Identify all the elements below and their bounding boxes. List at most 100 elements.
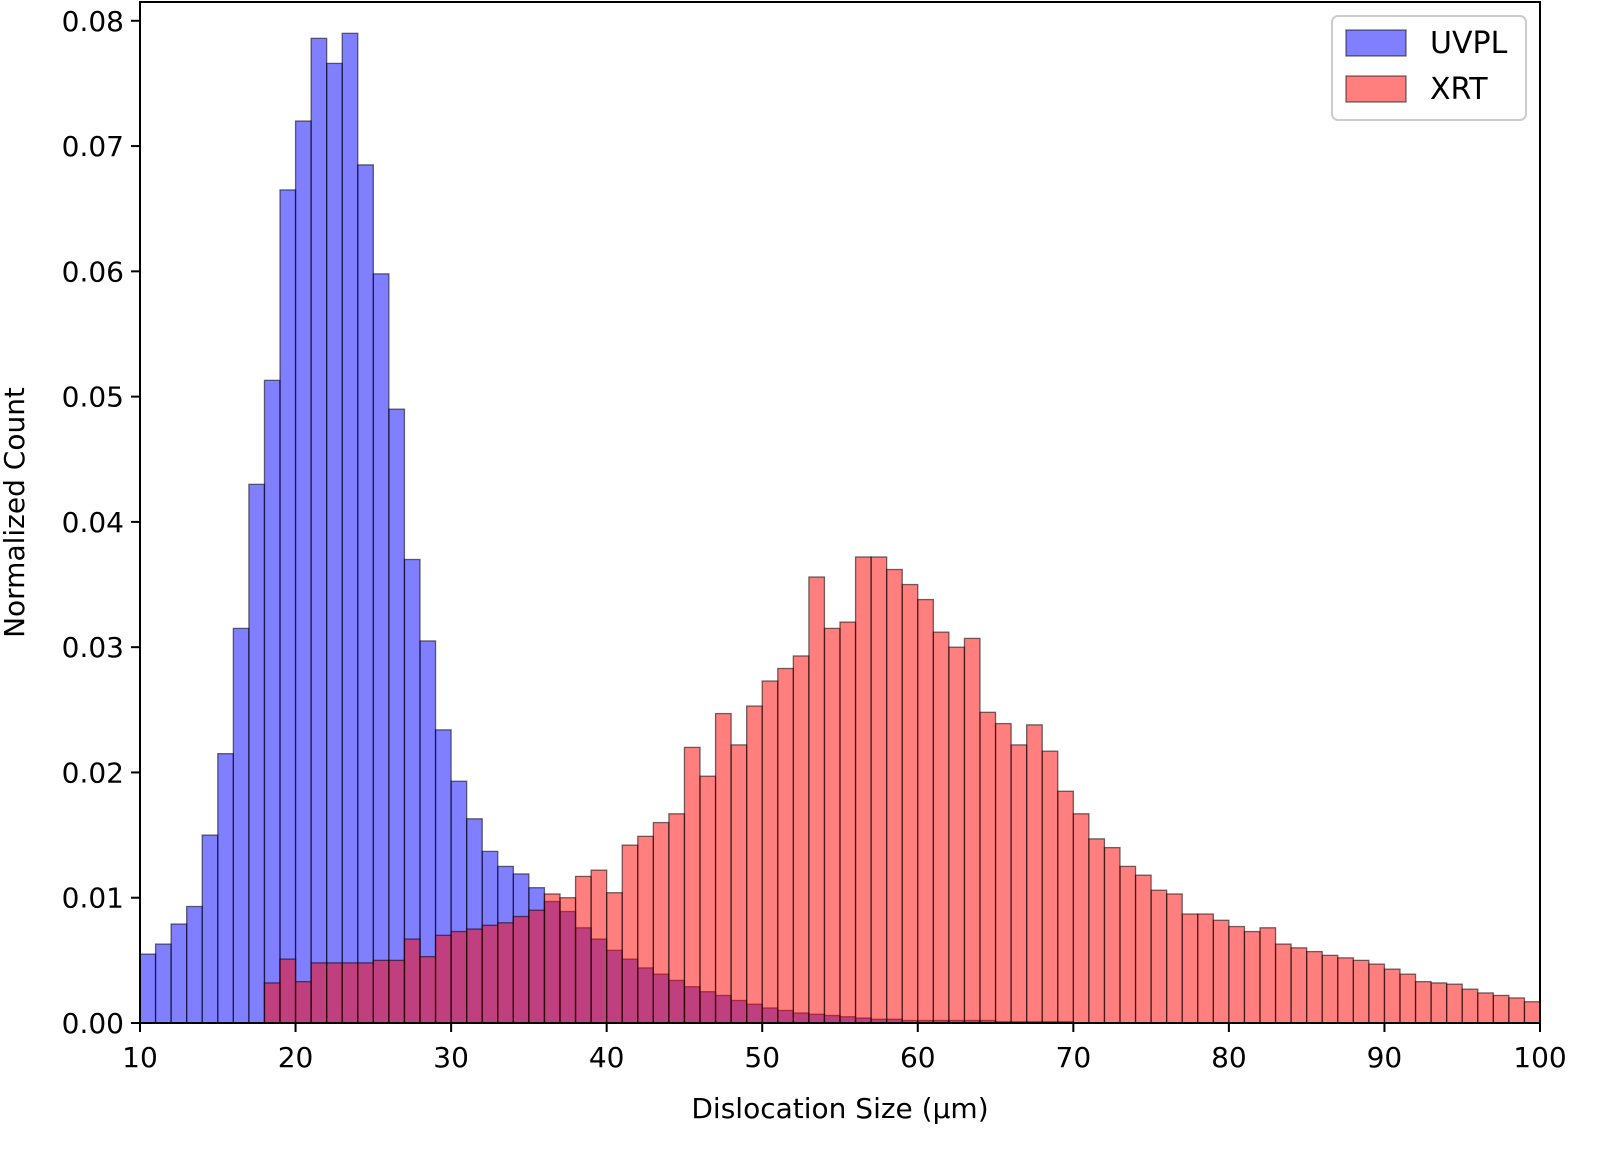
bar-xrt <box>637 835 654 1024</box>
bar-xrt <box>1306 950 1323 1024</box>
bar-xrt <box>1010 744 1028 1024</box>
x-tick-label: 70 <box>1056 1041 1092 1074</box>
bar-xrt <box>559 897 577 1024</box>
x-tick-label: 80 <box>1211 1041 1247 1074</box>
bar-xrt <box>1228 925 1246 1024</box>
bar-uvpl <box>388 408 406 1024</box>
y-tick-label: 0.04 <box>62 506 124 539</box>
x-tick-label: 60 <box>900 1041 936 1074</box>
bar-xrt <box>870 556 888 1024</box>
plot-frame <box>139 1 1541 1024</box>
bar-xrt <box>1352 959 1370 1024</box>
x-axis-title: Dislocation Size (μm) <box>691 1092 988 1125</box>
bar-xrt <box>357 962 374 1024</box>
x-tick-label: 50 <box>744 1041 780 1074</box>
bar-uvpl <box>294 120 312 1024</box>
y-tick-label: 0.06 <box>62 255 124 288</box>
bar-xrt <box>714 712 732 1024</box>
bar-xrt <box>1088 838 1106 1024</box>
bar-xrt <box>1072 813 1090 1024</box>
bar-xrt <box>1290 947 1308 1024</box>
bar-xrt <box>994 722 1012 1024</box>
bar-xrt <box>839 621 857 1024</box>
bar-uvpl <box>217 753 234 1024</box>
bar-xrt <box>683 746 701 1024</box>
bar-xrt <box>1321 954 1339 1024</box>
bar-uvpl <box>357 164 374 1024</box>
series-xrt <box>263 556 1541 1024</box>
legend-swatch-uvpl <box>1345 29 1407 57</box>
bar-xrt <box>621 844 639 1024</box>
bar-xrt <box>948 646 966 1024</box>
bar-xrt <box>419 955 437 1024</box>
x-tick-label: 100 <box>1513 1041 1566 1074</box>
bar-uvpl <box>154 943 172 1024</box>
bar-uvpl <box>232 627 250 1024</box>
bar-xrt <box>1197 913 1214 1024</box>
bar-xrt <box>1103 846 1121 1024</box>
y-tick-label: 0.08 <box>62 5 124 38</box>
bar-xrt <box>1368 963 1386 1024</box>
bar-xrt <box>1057 790 1074 1024</box>
bar-xrt <box>1243 930 1261 1024</box>
bar-xrt <box>730 744 748 1024</box>
bar-xrt <box>1383 968 1401 1024</box>
bar-uvpl <box>263 379 281 1024</box>
bar-xrt <box>481 924 499 1024</box>
axes-layer: 10 20 30 40 50 60 70 80 90 100 0.00 0.01 0.02 0.03 0.0… <box>62 1 1567 1074</box>
x-tick-label: 20 <box>278 1041 314 1074</box>
bar-xrt <box>917 598 934 1024</box>
bar-xrt <box>1041 750 1059 1024</box>
bar-xrt <box>1508 997 1526 1024</box>
bar-xrt <box>1150 889 1168 1024</box>
x-tick-label: 90 <box>1367 1041 1403 1074</box>
bar-uvpl <box>341 32 359 1024</box>
bar-uvpl <box>201 834 219 1024</box>
bar-xrt <box>808 576 826 1024</box>
bar-xrt <box>1477 992 1494 1024</box>
bar-xrt <box>466 928 483 1024</box>
bar-xrt <box>761 680 779 1024</box>
legend: UVPL XRT <box>1331 15 1527 121</box>
bar-uvpl <box>310 37 328 1024</box>
bar-xrt <box>1119 865 1137 1024</box>
legend-swatch-xrt <box>1345 75 1407 103</box>
bar-xrt <box>326 962 343 1024</box>
bar-xrt <box>777 667 794 1024</box>
bar-xrt <box>543 893 561 1024</box>
y-axis-title: Normalized Count <box>0 387 31 638</box>
bars-layer <box>139 32 1541 1024</box>
bar-xrt <box>574 875 592 1024</box>
bar-xrt <box>388 959 406 1024</box>
legend-label-uvpl: UVPL <box>1430 26 1508 61</box>
bar-xrt <box>979 711 997 1024</box>
bar-xrt <box>1446 983 1463 1024</box>
legend-label-xrt: XRT <box>1430 72 1488 107</box>
bar-xrt <box>854 556 872 1024</box>
bar-xrt <box>310 962 328 1024</box>
y-tick-label: 0.02 <box>62 756 124 789</box>
x-tick-label: 10 <box>122 1041 158 1074</box>
bar-xrt <box>1414 981 1432 1024</box>
bar-xrt <box>528 909 546 1024</box>
bar-xrt <box>932 631 950 1024</box>
bar-xrt <box>1166 893 1183 1024</box>
y-tick-label: 0.01 <box>62 882 124 915</box>
bar-xrt <box>403 938 421 1024</box>
bar-xrt <box>1026 724 1043 1024</box>
bar-xrt <box>1461 988 1479 1024</box>
bar-xrt <box>668 813 686 1024</box>
bar-xrt <box>699 775 717 1024</box>
bar-xrt <box>746 705 763 1024</box>
bar-xrt <box>263 982 281 1024</box>
bar-xrt <box>512 915 530 1024</box>
bar-xrt <box>901 583 919 1024</box>
y-tick-label: 0.07 <box>62 130 124 163</box>
bar-xrt <box>1134 874 1152 1024</box>
bar-xrt <box>341 962 359 1024</box>
bar-xrt <box>792 655 810 1024</box>
bar-xrt <box>450 930 468 1024</box>
x-tick-label: 40 <box>589 1041 625 1074</box>
bar-uvpl <box>372 273 390 1024</box>
